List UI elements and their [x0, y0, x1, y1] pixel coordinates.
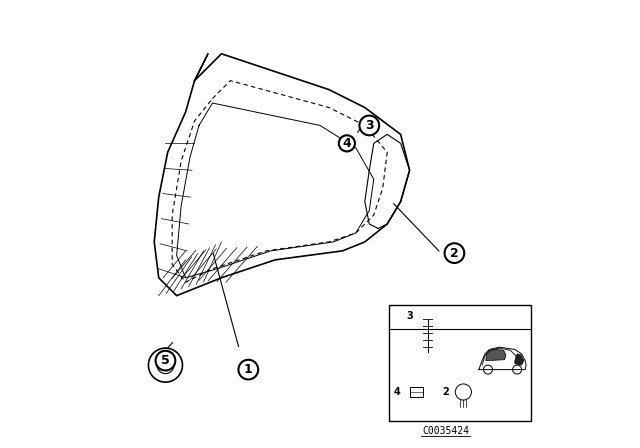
Circle shape	[339, 135, 355, 151]
Text: 3: 3	[406, 311, 413, 321]
Text: 4: 4	[394, 387, 401, 397]
Circle shape	[360, 116, 379, 135]
Polygon shape	[486, 349, 506, 361]
Polygon shape	[515, 354, 524, 365]
Circle shape	[445, 243, 464, 263]
Text: 1: 1	[244, 363, 253, 376]
Text: 2: 2	[450, 246, 459, 260]
Text: 2: 2	[442, 387, 449, 397]
Text: 5: 5	[161, 354, 170, 367]
Text: 3: 3	[365, 119, 374, 132]
Text: C0035424: C0035424	[422, 426, 469, 436]
Circle shape	[156, 351, 175, 370]
Text: 4: 4	[342, 137, 351, 150]
Circle shape	[239, 360, 258, 379]
